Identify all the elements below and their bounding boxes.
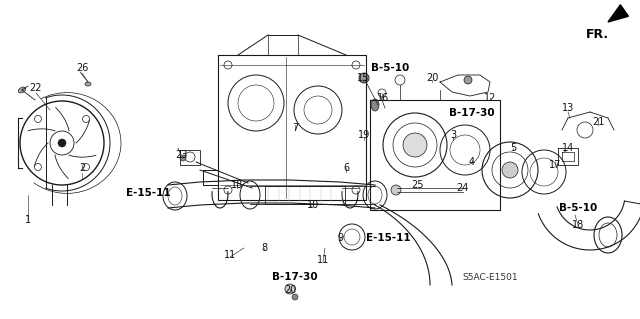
- Text: 18: 18: [231, 180, 243, 190]
- Text: E-15-11: E-15-11: [365, 233, 410, 243]
- Text: 16: 16: [377, 93, 389, 103]
- Ellipse shape: [403, 133, 427, 157]
- Text: 21: 21: [592, 117, 604, 127]
- Ellipse shape: [391, 185, 401, 195]
- Text: 9: 9: [337, 233, 343, 243]
- Ellipse shape: [83, 164, 90, 171]
- Text: B-17-30: B-17-30: [272, 272, 318, 282]
- Ellipse shape: [19, 87, 26, 93]
- Text: 7: 7: [292, 123, 298, 133]
- Text: FR.: FR.: [586, 28, 609, 41]
- Text: S5AC-E1501: S5AC-E1501: [462, 273, 518, 283]
- Ellipse shape: [83, 115, 90, 122]
- Ellipse shape: [352, 61, 360, 69]
- Ellipse shape: [35, 164, 42, 171]
- Text: 1: 1: [25, 215, 31, 225]
- Text: 19: 19: [358, 130, 370, 140]
- Ellipse shape: [292, 294, 298, 300]
- Text: 11: 11: [224, 250, 236, 260]
- Ellipse shape: [180, 155, 186, 161]
- Ellipse shape: [185, 152, 195, 162]
- Text: 26: 26: [76, 63, 88, 73]
- Text: E-15-11: E-15-11: [125, 188, 170, 198]
- Text: 20: 20: [284, 285, 296, 295]
- Ellipse shape: [285, 284, 295, 294]
- Text: 4: 4: [469, 157, 475, 167]
- Ellipse shape: [85, 82, 91, 86]
- Ellipse shape: [224, 186, 232, 194]
- Text: 17: 17: [549, 160, 561, 170]
- Ellipse shape: [58, 139, 66, 147]
- Ellipse shape: [352, 186, 360, 194]
- Text: 23: 23: [175, 150, 187, 160]
- Text: 13: 13: [562, 103, 574, 113]
- Text: B-5-10: B-5-10: [559, 203, 597, 213]
- Text: B-5-10: B-5-10: [371, 63, 409, 73]
- Ellipse shape: [577, 122, 593, 138]
- Text: 3: 3: [450, 130, 456, 140]
- Text: B-17-30: B-17-30: [449, 108, 495, 118]
- Ellipse shape: [464, 76, 472, 84]
- Text: 12: 12: [484, 93, 496, 103]
- Ellipse shape: [359, 73, 369, 83]
- Ellipse shape: [35, 115, 42, 122]
- Text: 25: 25: [411, 180, 423, 190]
- Text: 6: 6: [343, 163, 349, 173]
- Text: 2: 2: [79, 163, 85, 173]
- Text: 22: 22: [29, 83, 42, 93]
- Text: 5: 5: [510, 143, 516, 153]
- Text: 18: 18: [572, 220, 584, 230]
- Ellipse shape: [224, 61, 232, 69]
- Text: 15: 15: [357, 73, 369, 83]
- Text: 10: 10: [307, 200, 319, 210]
- Text: 14: 14: [562, 143, 574, 153]
- Text: 8: 8: [261, 243, 267, 253]
- Ellipse shape: [378, 89, 386, 97]
- Ellipse shape: [502, 162, 518, 178]
- Text: 24: 24: [456, 183, 468, 193]
- Ellipse shape: [371, 99, 379, 111]
- Text: 20: 20: [426, 73, 438, 83]
- Polygon shape: [608, 5, 628, 22]
- Text: 11: 11: [317, 255, 329, 265]
